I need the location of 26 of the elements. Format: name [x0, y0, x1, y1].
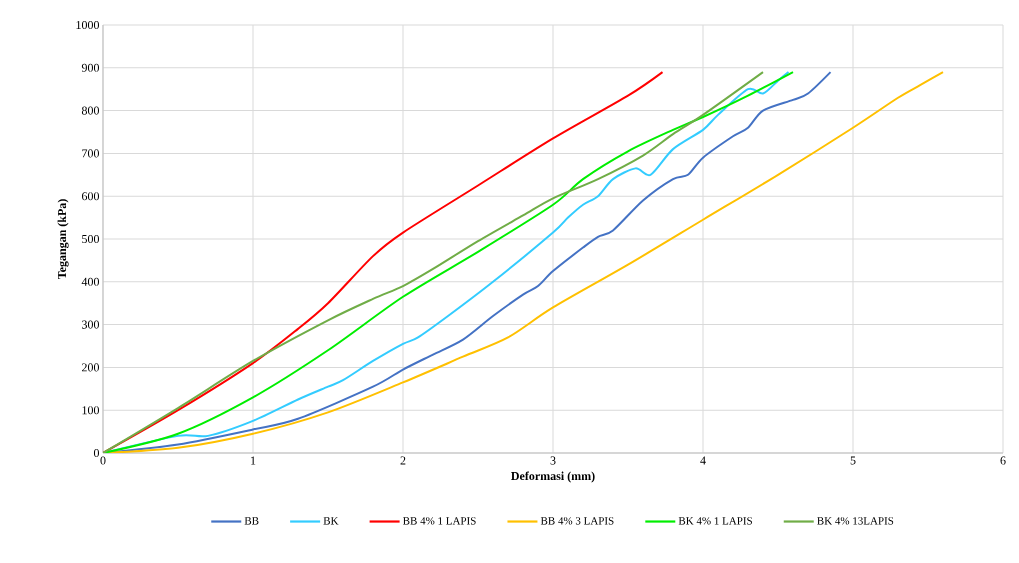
x-tick-label: 4 — [700, 456, 706, 465]
y-tick-label: 500 — [82, 234, 100, 244]
y-axis-title: Tegangan (kPa) — [57, 199, 69, 280]
y-tick-label: 200 — [82, 363, 100, 372]
x-tick-label: 6 — [1000, 456, 1006, 465]
x-tick-label: 2 — [400, 456, 406, 465]
x-tick-label: 3 — [550, 456, 556, 465]
y-tick-label: 800 — [81, 106, 100, 115]
y-tick-label: 1000 — [76, 20, 100, 30]
legend-label: BK — [323, 517, 339, 525]
y-tick-label: 700 — [82, 149, 100, 158]
y-tick-label: 900 — [81, 63, 100, 72]
x-tick-label: 5 — [850, 456, 856, 465]
legend-label: BB 4% 3 LAPIS — [540, 517, 614, 525]
legend-label: BK 4% 13LAPIS — [817, 517, 894, 525]
x-axis-title: Deformasi (mm) — [511, 471, 595, 483]
x-tick-label: 1 — [251, 456, 256, 465]
legend-label: BK 4% 1 LAPIS — [678, 517, 752, 525]
y-tick-label: 600 — [81, 192, 100, 201]
legend-label: BB 4% 1 LAPIS — [403, 517, 476, 525]
y-tick-label: 0 — [93, 448, 100, 458]
legend-label: BB — [244, 517, 259, 525]
y-tick-label: 400 — [81, 277, 100, 286]
y-tick-label: 100 — [82, 406, 100, 415]
y-tick-label: 300 — [82, 320, 100, 329]
x-tick-label: 0 — [100, 456, 106, 465]
